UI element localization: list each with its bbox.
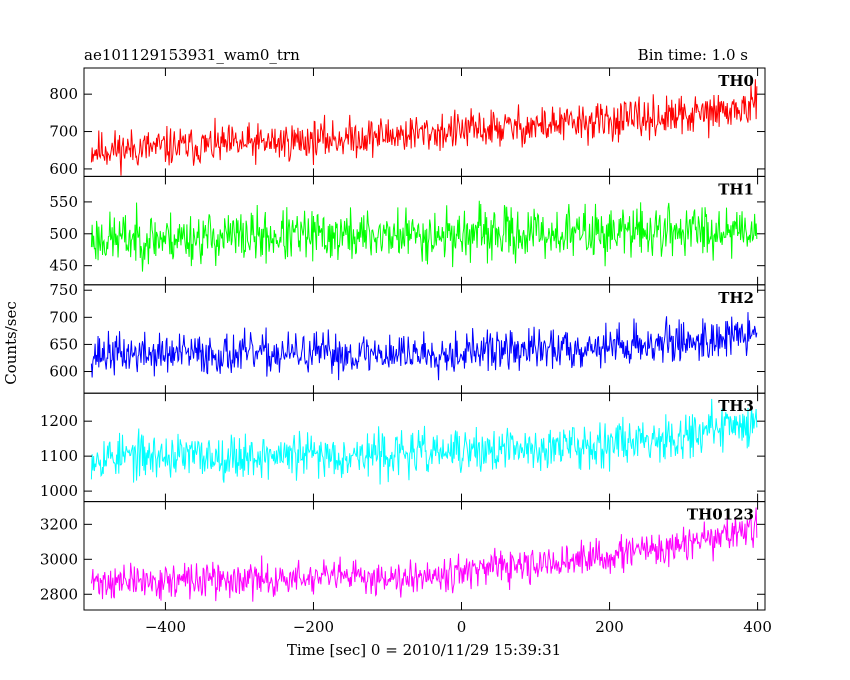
x-tick-label: −200 [293,618,334,636]
y-axis-label: Counts/sec [2,301,20,385]
y-tick-label: 450 [49,257,78,275]
panel-label: TH2 [718,289,754,307]
series-line-th3 [90,398,758,485]
y-tick-label: 500 [49,225,78,243]
y-tick-label: 600 [49,160,78,178]
y-tick-label: 3000 [40,550,78,568]
y-tick-label: 1200 [40,412,78,430]
panel-frame [83,175,766,286]
x-axis-label: Time [sec] 0 = 2010/11/29 15:39:31 [287,641,561,659]
panel-label: TH0123 [687,506,754,524]
panel-th3: 1000 1100 1200 TH3 [40,392,766,503]
series-line-th1 [90,200,758,272]
panels-group: 600 700 800 TH0 450 500 550 TH1 600 650 700 750 TH2 1… [40,67,772,636]
y-tick-label: 600 [49,363,78,381]
x-tick-label: 0 [457,618,467,636]
chart-title: ae101129153931_wam0_trn [84,46,300,64]
y-tick-label: 1000 [40,482,78,500]
panel-frame [83,284,766,394]
y-tick-label: 3200 [40,515,78,533]
panel-frame [83,501,766,611]
y-tick-label: 1100 [40,447,78,465]
panel-th2: 600 650 700 750 TH2 [49,281,766,394]
y-tick-label: 700 [49,308,78,326]
panel-th0: 600 700 800 TH0 [49,67,766,178]
panel-label: TH0 [718,72,754,90]
x-tick-label: −400 [145,618,186,636]
y-tick-label: 700 [49,123,78,141]
series-line-th0 [90,79,758,176]
y-tick-label: 2800 [40,585,78,603]
x-tick-label: 400 [743,618,772,636]
y-tick-label: 750 [49,281,78,299]
y-tick-label: 650 [49,335,78,353]
panel-label: TH3 [718,397,754,415]
panel-th1: 450 500 550 TH1 [49,175,766,286]
bin-time-label: Bin time: 1.0 s [638,46,748,64]
panel-th0123: 2800 3000 3200 TH0123 [40,501,766,611]
y-tick-label: 550 [49,193,78,211]
series-line-th2 [90,312,758,381]
panel-label: TH1 [718,180,754,198]
series-line-th0123 [90,507,758,602]
y-tick-label: 800 [49,85,78,103]
x-tick-label: 200 [595,618,624,636]
